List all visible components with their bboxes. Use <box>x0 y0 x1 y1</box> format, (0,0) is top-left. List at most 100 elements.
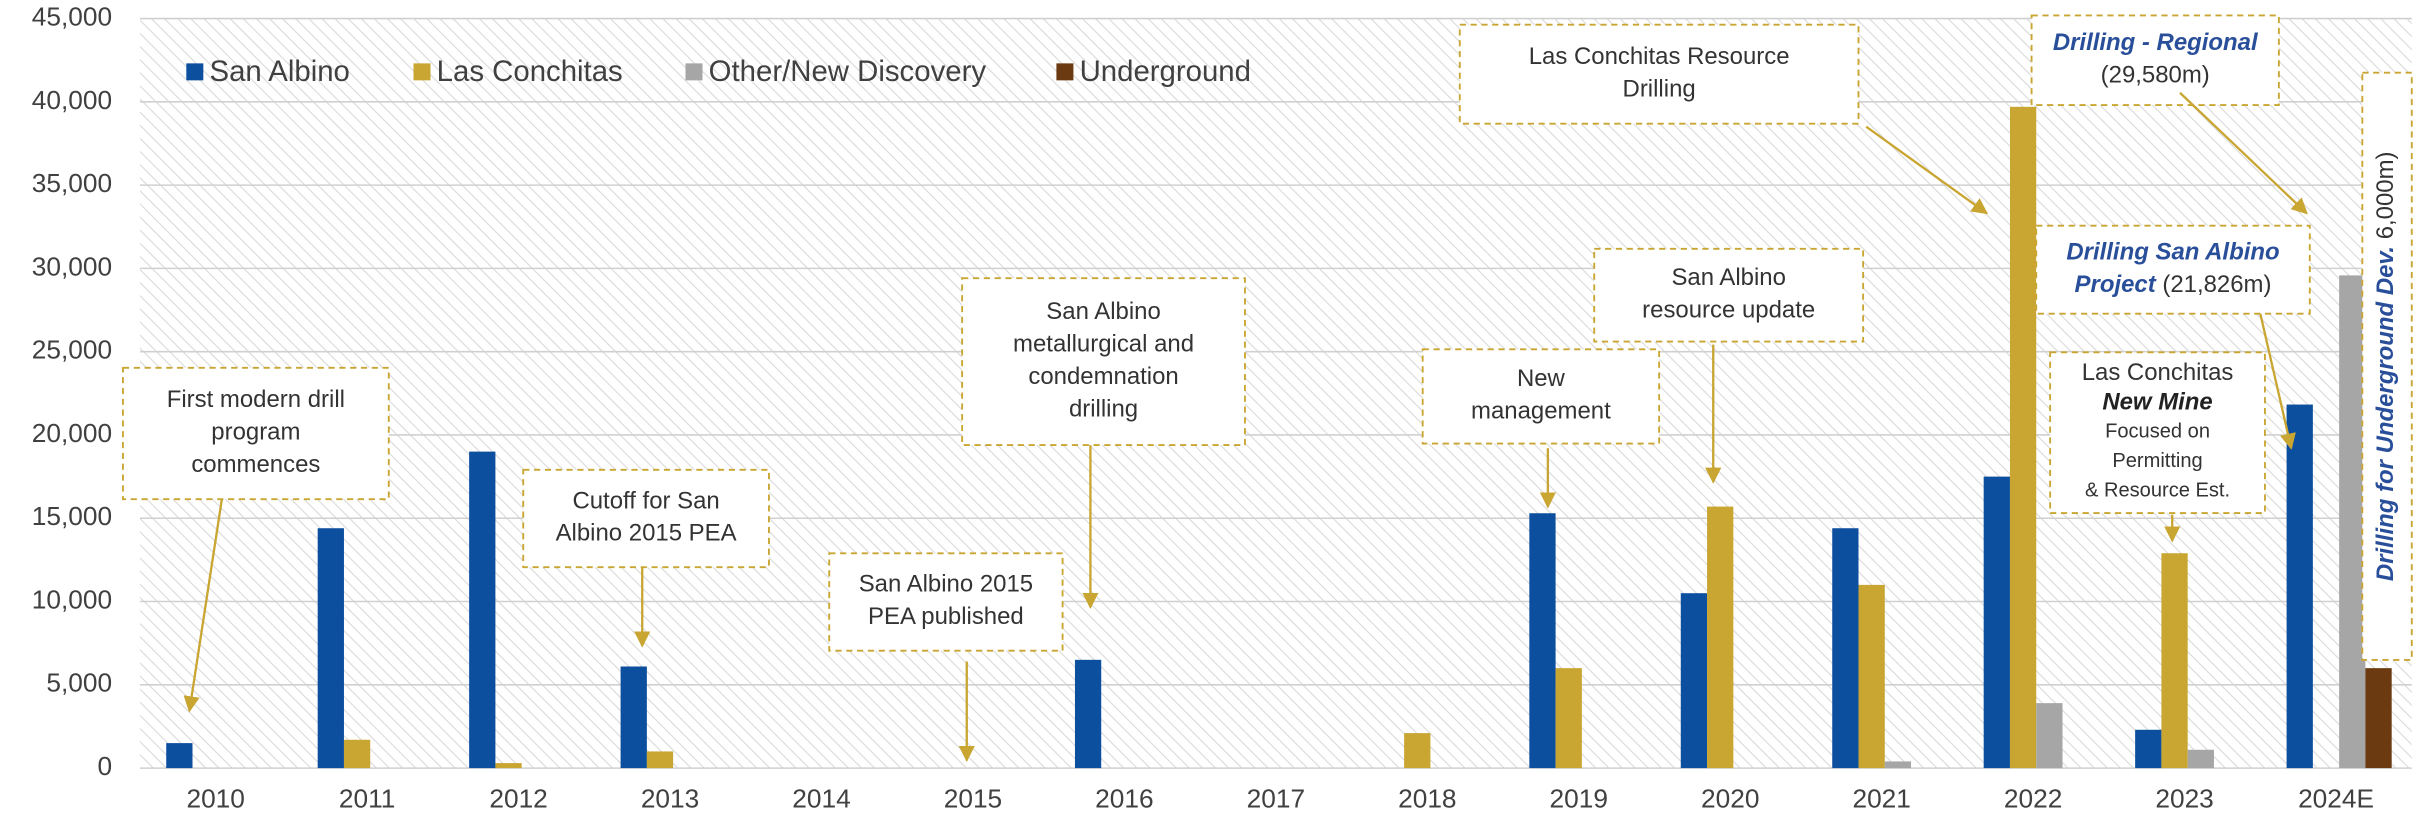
annotation-segment: New Mine <box>2102 389 2212 416</box>
annotation-segment: New <box>1517 366 1566 393</box>
bar <box>1404 733 1431 769</box>
x-tick-label: 2022 <box>2004 783 2062 813</box>
bar <box>1884 761 1912 769</box>
x-tick-label: 2018 <box>1398 783 1456 813</box>
annotation-segment: & Resource Est. <box>2085 480 2230 502</box>
legend-label: Other/New Discovery <box>709 55 987 88</box>
annotation-arrow <box>2179 91 2308 215</box>
y-tick-label: 35,000 <box>32 168 112 198</box>
y-tick-label: 25,000 <box>32 335 112 365</box>
annotation-text: Drilling <box>1623 76 1696 103</box>
x-tick-label: 2010 <box>186 783 244 813</box>
annotation-arrow <box>2259 313 2296 450</box>
bar <box>2135 729 2162 769</box>
annotation-text: Albino 2015 PEA <box>556 520 737 547</box>
annotation-text: Project (21,826m) <box>2075 271 2272 298</box>
bar <box>2161 553 2188 769</box>
legend-label: San Albino <box>210 55 350 88</box>
annotation-text: Focused on <box>2105 421 2210 443</box>
x-tick-label: 2011 <box>339 783 395 813</box>
annotation-text: metallurgical and <box>1013 331 1194 358</box>
x-tick-label: 2021 <box>1852 783 1910 813</box>
annotation-text: program <box>211 419 300 446</box>
annotation-segment: Drilling <box>1623 76 1696 103</box>
annotation-segment: San Albino 2015 <box>859 571 1033 598</box>
legend-label: Las Conchitas <box>437 55 623 88</box>
x-tick-label: 2015 <box>944 783 1002 813</box>
annotation-box <box>2049 351 2266 515</box>
annotation-segment: Drilling - Regional <box>2053 29 2259 56</box>
annotation-text: San Albino <box>1671 264 1785 291</box>
x-tick-label: 2012 <box>489 783 547 813</box>
annotation-text: First modern drill <box>167 386 345 413</box>
annotation-text: (29,580m) <box>2101 62 2210 89</box>
annotation-box <box>2030 14 2280 107</box>
legend-swatch <box>413 63 431 81</box>
bar <box>2339 275 2366 769</box>
annotation-segment: Drilling San Albino <box>2066 239 2279 266</box>
annotation-text: condemnation <box>1028 363 1178 390</box>
x-tick-label: 2019 <box>1550 783 1608 813</box>
legend-label: Underground <box>1080 55 1251 88</box>
annotation-text: Drilling for Underground Dev. 6,000m) <box>2372 151 2399 581</box>
x-tick-label: 2014 <box>792 783 850 813</box>
bar <box>317 528 344 769</box>
annotation-segment: Focused on <box>2105 421 2210 443</box>
annotation-segment: condemnation <box>1028 363 1178 390</box>
annotation-segment: San Albino <box>1671 264 1785 291</box>
annotation-segment: commences <box>191 451 320 478</box>
annotation-segment: Las Conchitas <box>2082 359 2234 386</box>
bar <box>1529 513 1556 769</box>
annotation-segment: Cutoff for San <box>572 488 719 515</box>
bar <box>1983 476 2010 769</box>
annotation-segment: First modern drill <box>167 386 345 413</box>
legend-swatch <box>186 63 204 81</box>
bar <box>343 739 371 769</box>
annotation-arrow <box>1865 125 1989 215</box>
x-tick-label: 2013 <box>641 783 699 813</box>
bar <box>1074 659 1102 769</box>
y-tick-label: 0 <box>98 751 113 781</box>
bar <box>2286 404 2313 769</box>
annotation-segment: management <box>1471 398 1611 425</box>
bar <box>620 666 647 769</box>
y-tick-label: 5,000 <box>46 668 112 698</box>
bar <box>2036 703 2063 769</box>
y-tick-label: 45,000 <box>32 1 112 31</box>
x-tick-label: 2017 <box>1247 783 1305 813</box>
bar <box>1858 584 1885 769</box>
annotation-text: management <box>1471 398 1611 425</box>
annotation-text: resource update <box>1642 297 1815 324</box>
annotation-segment: drilling <box>1069 396 1138 423</box>
y-tick-label: 10,000 <box>32 584 112 614</box>
annotation-segment: San Albino <box>1046 298 1160 325</box>
annotation-text: Drilling San Albino <box>2066 239 2279 266</box>
annotation-text: PEA published <box>868 604 1024 631</box>
y-tick-label: 20,000 <box>32 418 112 448</box>
annotation-segment: (29,580m) <box>2101 62 2210 89</box>
annotation-text: commences <box>191 451 320 478</box>
bar <box>495 763 522 769</box>
annotation-box <box>2035 224 2311 315</box>
annotation-text: Las Conchitas Resource <box>1529 43 1790 70</box>
annotation-text: San Albino 2015 <box>859 571 1033 598</box>
annotation-box <box>1593 247 1865 343</box>
annotation-text: San Albino <box>1046 298 1160 325</box>
bar <box>1680 593 1708 769</box>
x-tick-label: 2024E <box>2298 783 2374 813</box>
x-tick-label: 2020 <box>1701 783 1759 813</box>
annotation-box <box>2361 71 2413 661</box>
annotation-box <box>122 366 390 501</box>
y-tick-label: 30,000 <box>32 251 112 281</box>
annotation-text: New Mine <box>2102 389 2212 416</box>
annotation-segment: Permitting <box>2112 450 2202 472</box>
x-tick-label: 2023 <box>2155 783 2213 813</box>
bar <box>166 743 193 769</box>
annotation-text: Drilling - Regional <box>2053 29 2259 56</box>
bar <box>2365 668 2392 769</box>
annotation-segment: metallurgical and <box>1013 331 1194 358</box>
annotation-segment: 6,000m) <box>2372 151 2399 245</box>
annotation-segment: resource update <box>1642 297 1815 324</box>
annotation-text: & Resource Est. <box>2085 480 2230 502</box>
